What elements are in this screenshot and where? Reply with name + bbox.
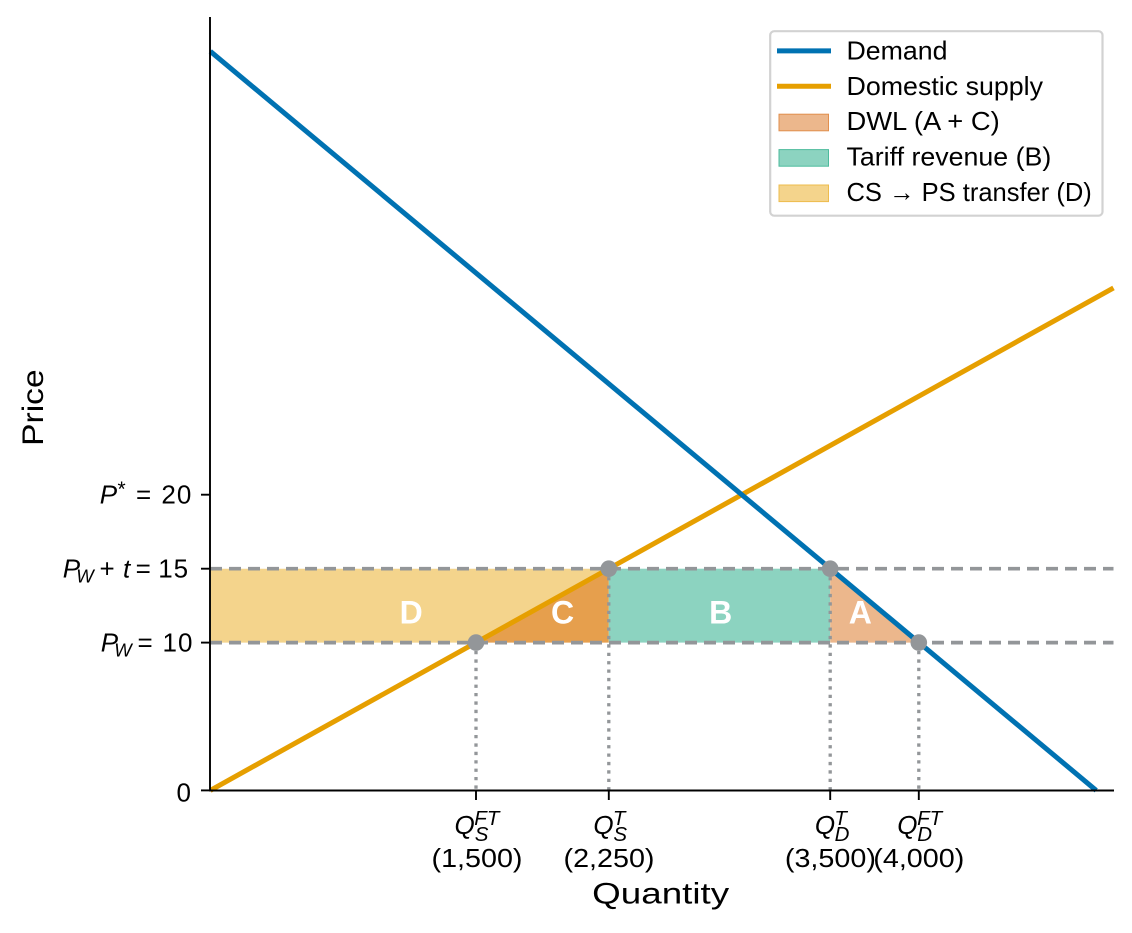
svg-text:(2,250): (2,250) (564, 843, 655, 873)
svg-text:D: D (917, 823, 932, 846)
svg-text:D: D (400, 594, 423, 630)
svg-text:Price: Price (17, 369, 50, 446)
svg-text:W: W (114, 639, 133, 660)
svg-text:A: A (849, 594, 872, 630)
svg-text:0: 0 (177, 778, 191, 808)
svg-text:Q: Q (455, 810, 475, 840)
svg-text:P: P (100, 480, 118, 510)
svg-text:=: = (136, 480, 151, 510)
svg-text:S: S (475, 823, 489, 846)
svg-text:Domestic supply: Domestic supply (847, 71, 1044, 101)
svg-text:T: T (613, 807, 627, 830)
svg-text:Q: Q (815, 810, 835, 840)
svg-text:15: 15 (158, 554, 189, 584)
svg-text:=: = (138, 627, 153, 657)
svg-text:t: t (123, 554, 132, 584)
svg-text:(1,500): (1,500) (432, 843, 523, 873)
svg-text:C: C (551, 594, 574, 630)
svg-text:T: T (834, 807, 848, 830)
svg-text:+: + (100, 554, 115, 584)
svg-text:=: = (136, 554, 151, 584)
svg-text:P: P (101, 627, 119, 657)
svg-text:20: 20 (161, 480, 192, 510)
svg-text:Demand: Demand (847, 35, 948, 65)
svg-text:S: S (613, 823, 627, 846)
svg-text:DWL (A + C): DWL (A + C) (847, 106, 1000, 136)
svg-text:P: P (63, 554, 81, 584)
svg-text:FT: FT (474, 807, 501, 830)
svg-text:Q: Q (897, 810, 917, 840)
svg-text:(3,500): (3,500) (785, 843, 876, 873)
svg-text:D: D (835, 823, 850, 846)
svg-text:Quantity: Quantity (592, 878, 729, 911)
svg-text:10: 10 (163, 627, 194, 657)
svg-text:Tariff revenue (B): Tariff revenue (B) (847, 142, 1052, 172)
svg-text:Q: Q (593, 810, 613, 840)
svg-text:*: * (118, 478, 126, 501)
svg-text:B: B (709, 594, 732, 630)
svg-text:FT: FT (917, 807, 944, 830)
svg-text:W: W (76, 566, 95, 587)
svg-text:(4,000): (4,000) (873, 843, 964, 873)
svg-text:CS → PS transfer (D): CS → PS transfer (D) (847, 177, 1092, 207)
